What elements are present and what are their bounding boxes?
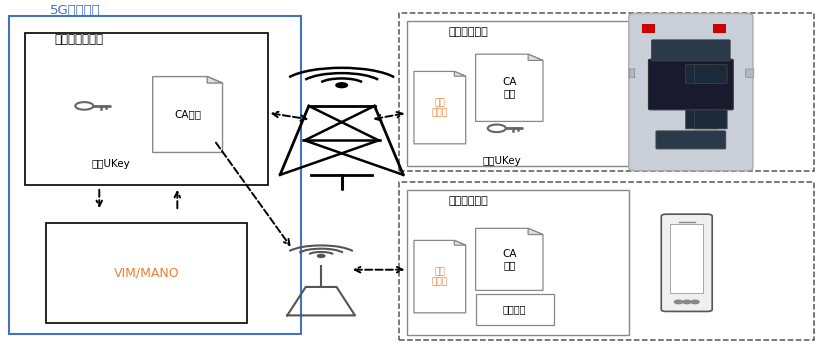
PathPatch shape [454, 71, 466, 76]
Bar [399, 13, 814, 172]
PathPatch shape [528, 54, 543, 61]
FancyBboxPatch shape [629, 69, 635, 77]
PathPatch shape [476, 228, 543, 290]
Bar [713, 24, 727, 33]
FancyBboxPatch shape [656, 131, 726, 149]
FancyBboxPatch shape [649, 59, 733, 110]
Text: 客户端子模块: 客户端子模块 [449, 196, 488, 206]
FancyBboxPatch shape [652, 40, 730, 61]
Text: CA证书: CA证书 [174, 110, 201, 119]
FancyBboxPatch shape [686, 64, 718, 83]
PathPatch shape [207, 77, 222, 83]
Bar [670, 224, 703, 293]
Bar [46, 223, 247, 323]
PathPatch shape [476, 54, 543, 121]
FancyBboxPatch shape [661, 214, 712, 311]
FancyBboxPatch shape [629, 14, 753, 171]
Circle shape [682, 300, 690, 304]
PathPatch shape [414, 240, 466, 313]
PathPatch shape [528, 228, 543, 235]
Bar [399, 182, 814, 340]
PathPatch shape [153, 77, 222, 152]
Bar [407, 190, 630, 335]
Text: 核心服务主模块: 核心服务主模块 [54, 33, 103, 46]
Bar [26, 33, 267, 185]
FancyBboxPatch shape [695, 110, 728, 129]
Circle shape [318, 254, 325, 258]
Circle shape [674, 300, 682, 304]
Text: 国密UKey: 国密UKey [91, 159, 130, 169]
Bar [9, 16, 300, 333]
Text: 国密
浏览器: 国密 浏览器 [432, 267, 448, 286]
FancyBboxPatch shape [686, 110, 718, 129]
Text: 国密
浏览器: 国密 浏览器 [432, 98, 448, 117]
Bar [476, 294, 554, 325]
Text: 5G核心网侧: 5G核心网侧 [50, 4, 100, 17]
FancyBboxPatch shape [746, 69, 754, 77]
Bar [642, 24, 655, 33]
Text: 国密UKey: 国密UKey [482, 156, 521, 166]
Text: CA
证书: CA 证书 [502, 248, 517, 270]
Circle shape [336, 83, 347, 88]
FancyBboxPatch shape [695, 64, 728, 83]
Text: 密码模块: 密码模块 [503, 304, 527, 314]
Circle shape [690, 300, 699, 304]
Text: 客户端子模块: 客户端子模块 [449, 26, 488, 37]
Text: VIM/MANO: VIM/MANO [114, 267, 179, 280]
Bar [407, 22, 630, 166]
PathPatch shape [414, 71, 466, 144]
PathPatch shape [454, 240, 466, 245]
Text: CA
证书: CA 证书 [502, 77, 517, 98]
